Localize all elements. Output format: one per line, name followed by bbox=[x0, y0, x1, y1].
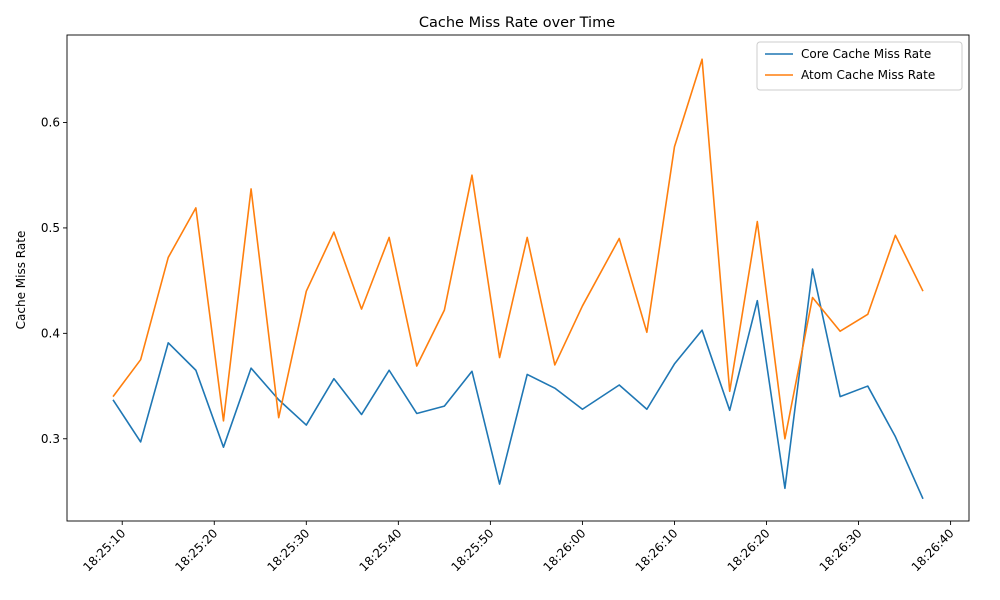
legend-label-2: Atom Cache Miss Rate bbox=[801, 68, 935, 82]
x-tick-label: 18:25:40 bbox=[356, 526, 404, 574]
plot-frame bbox=[66, 34, 970, 522]
y-tick-label: 0.5 bbox=[41, 221, 60, 235]
x-tick-label: 18:25:30 bbox=[264, 526, 312, 574]
x-tick-label: 18:25:20 bbox=[172, 526, 220, 574]
legend: Core Cache Miss Rate Atom Cache Miss Rate bbox=[756, 41, 963, 91]
series-line-2 bbox=[112, 58, 924, 440]
legend-box bbox=[756, 41, 963, 91]
x-tick-label: 18:25:50 bbox=[448, 526, 496, 574]
y-tick-label: 0.6 bbox=[41, 116, 60, 130]
y-axis: 0.3 0.4 0.5 0.6 bbox=[41, 116, 67, 446]
x-tick-label: 18:26:00 bbox=[541, 526, 589, 574]
series-lines bbox=[112, 58, 924, 500]
legend-label-1: Core Cache Miss Rate bbox=[801, 47, 931, 61]
chart-title: Cache Miss Rate over Time bbox=[419, 15, 615, 31]
x-tick-label: 18:26:40 bbox=[909, 526, 957, 574]
y-tick-label: 0.3 bbox=[41, 432, 60, 446]
series-line-1 bbox=[112, 268, 924, 500]
y-axis-label: Cache Miss Rate bbox=[14, 231, 28, 330]
x-axis: 18:25:10 18:25:20 18:25:30 18:25:40 18:25:50… bbox=[80, 521, 957, 574]
x-tick-label: 18:26:30 bbox=[817, 526, 865, 574]
x-tick-label: 18:26:20 bbox=[725, 526, 773, 574]
x-tick-label: 18:25:10 bbox=[80, 526, 128, 574]
x-tick-label: 18:26:10 bbox=[633, 526, 681, 574]
y-tick-label: 0.4 bbox=[41, 326, 60, 340]
